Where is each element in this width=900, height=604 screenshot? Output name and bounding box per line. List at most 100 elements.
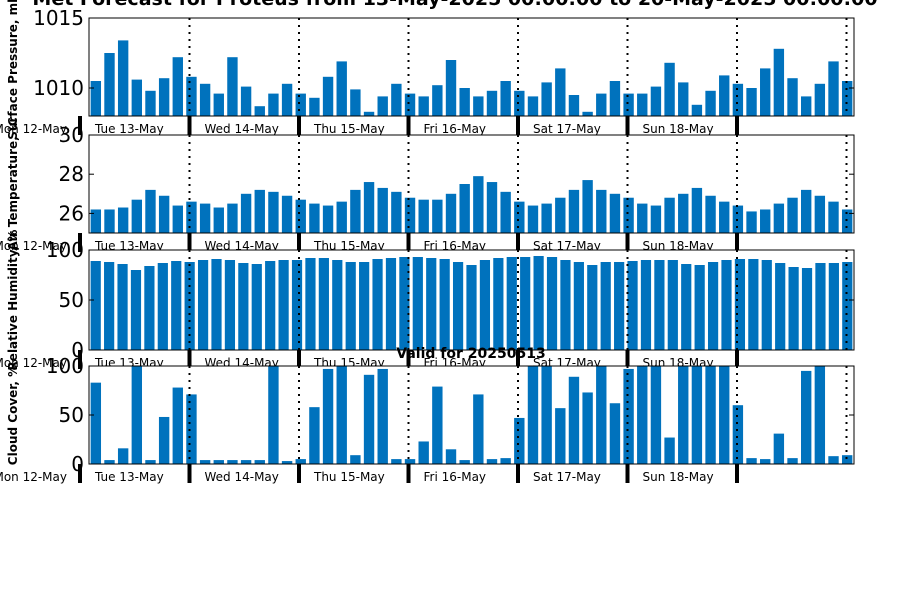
panel-0-bar [104, 53, 115, 116]
panel-1-bar [568, 189, 580, 233]
panel-3-bar [773, 433, 785, 464]
panel-3-bar [527, 366, 539, 464]
panel-2-bar [560, 260, 571, 350]
panel-3-bar [432, 386, 443, 464]
panel-0-bar [623, 93, 634, 116]
panel-0-bar [514, 90, 525, 116]
panel-3-bar [787, 458, 798, 464]
panel-1-bar [186, 201, 197, 233]
valid-date-caption: Valid for 20250513 [396, 346, 545, 362]
panel-3-day-label: Wed 14-May [205, 470, 279, 484]
panel-2-bar [452, 262, 464, 350]
panel-2-bar [171, 261, 182, 350]
panel-0-bar [404, 93, 416, 116]
panel-2-bar [157, 263, 168, 350]
panel-1-bar [787, 197, 798, 233]
panel-1-bar [404, 197, 416, 233]
panel-1-bar [145, 189, 156, 233]
panel-1-bar [555, 197, 566, 233]
panel-3-bar [486, 459, 498, 464]
panel-2-bar [278, 260, 289, 350]
panel-2-bar [479, 260, 491, 350]
panel-0-bar [172, 57, 183, 116]
panel-2-bar [801, 268, 813, 350]
panel-1-bar [158, 195, 170, 233]
panel-2-bar [533, 256, 544, 350]
panel-3-bar [828, 456, 839, 464]
panel-3-bar [582, 392, 593, 464]
panel-3-bar [500, 458, 511, 464]
panel-3-bar [404, 459, 416, 464]
panel-0-bar [145, 90, 156, 116]
panel-0-bar [418, 96, 429, 116]
panel-2-bar [707, 262, 719, 350]
panel-3-bar [541, 366, 552, 464]
panel-2-bar [721, 260, 732, 350]
panel-3-bar [172, 387, 183, 464]
panel-3-bar [664, 437, 675, 464]
panel-1-bar [650, 205, 662, 233]
panel-2-bar [291, 260, 303, 350]
panel-1-bar [760, 209, 771, 233]
panel-1-bar [527, 205, 539, 233]
panel-0-bar [268, 93, 279, 116]
panel-0-bar [760, 68, 771, 116]
panel-0-bar [678, 82, 689, 116]
panel-0-ylabel: Surface Pressure, mb [6, 0, 20, 140]
panel-2-bar [426, 258, 437, 350]
panel-3-bar [90, 382, 102, 464]
panel-3-bar [336, 366, 347, 464]
panel-1-bar [773, 203, 785, 233]
panel-2-ylabel: Relative Humidity, % [6, 230, 20, 371]
panel-0-bar [186, 76, 197, 116]
panel-3-bar [240, 460, 252, 464]
panel-3-bar [104, 460, 115, 464]
panel-2-bar [640, 260, 652, 350]
panel-2-bar [90, 261, 101, 350]
panel-0-bar [295, 93, 306, 116]
panel-1-bar [637, 203, 648, 233]
panel-0-bar [541, 82, 552, 116]
panel-0-bar [350, 89, 361, 116]
panel-0-bar [158, 78, 170, 116]
panel-1-bar [664, 197, 675, 233]
panel-3-bar [254, 460, 265, 464]
panel-3-day-label: Sun 18-May [643, 470, 714, 484]
panel-2-day-label: Mon 12-May [0, 356, 67, 370]
panel-3-day-label: Tue 13-May [94, 470, 164, 484]
panel-1-bar [486, 182, 498, 233]
panel-3-bar [568, 376, 580, 464]
panel-3-bar [609, 403, 621, 464]
panel-1-bar [227, 203, 238, 233]
panel-2-bar [224, 260, 236, 350]
panel-3-bar [691, 366, 703, 464]
panel-2-bar [573, 262, 584, 350]
panel-0-day-label: Sat 17-May [533, 122, 601, 136]
panel-0-day-label: Mon 12-May [0, 122, 67, 136]
panel-1-bar [719, 201, 730, 233]
panel-0-bar [568, 95, 580, 116]
panel-2-bar [399, 257, 410, 350]
panel-2-bar [345, 262, 356, 350]
panel-1-bar [254, 189, 265, 233]
panel-3-bar [281, 461, 293, 464]
panel-3-bar [705, 366, 716, 464]
panel-1-bar [322, 205, 334, 233]
panel-0-bar [486, 90, 498, 116]
panel-2-bar [359, 262, 370, 350]
panel-2-bar [627, 261, 638, 350]
panel-3-bar [363, 374, 375, 464]
panel-2-bar [600, 262, 611, 350]
panel-1-bar [309, 203, 320, 233]
panel-3-bar [377, 368, 388, 464]
panel-0-bar [445, 60, 457, 116]
panel-1-bar [691, 187, 703, 233]
panel-0-bar [841, 81, 853, 116]
panel-0-bar [500, 81, 511, 116]
panel-2-bar [466, 265, 477, 350]
panel-2-bar [546, 257, 558, 350]
panel-3-bar [213, 460, 224, 464]
panel-0-bar [90, 81, 102, 116]
panel-2-bar [748, 259, 759, 350]
